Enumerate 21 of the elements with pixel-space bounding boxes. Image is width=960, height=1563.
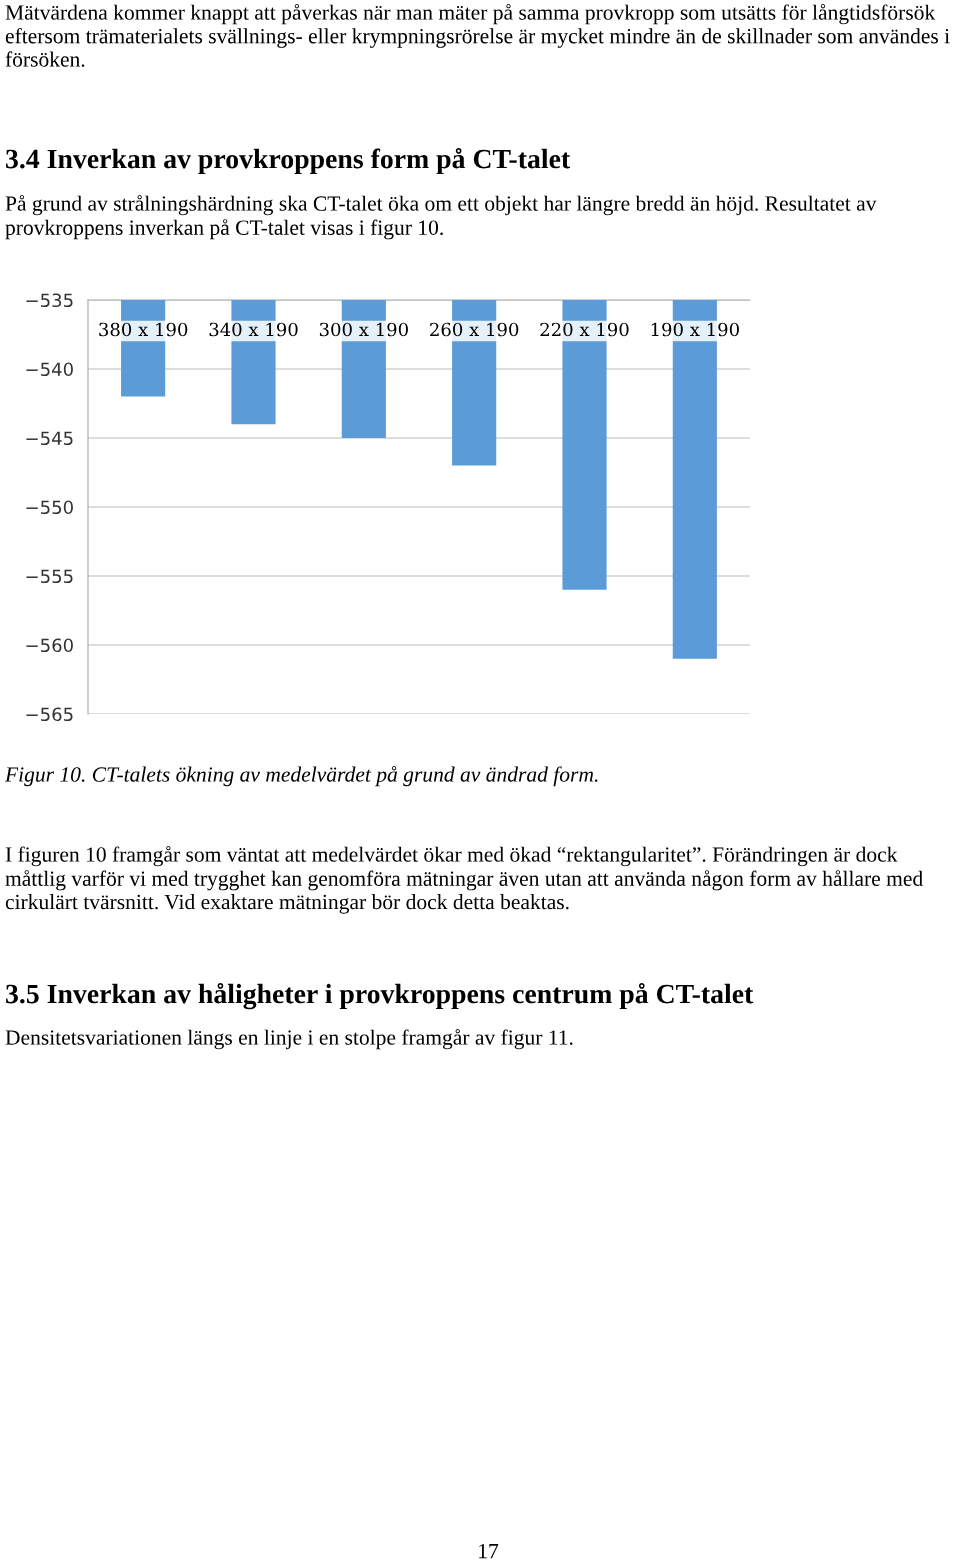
x-tick-label: 340 x 190 [209,322,298,337]
text: 17 [479,1543,499,1559]
y-tick-label: −550 [26,500,73,515]
y-tick-label: −540 [26,362,73,377]
y-tick-label: −535 [26,293,73,308]
text: Mätvärdena kommer knappt att påverkas när man mäter på samma provkropp som utsätts för långtidsförsök eftersom trämaterialets svällnings- eller krympningsrörelse är mycket mindre än de skillnader som användes i försöken. [5,4,950,67]
x-tick-label: 380 x 190 [99,322,188,337]
x-tick-label: 220 x 190 [540,322,629,337]
chart-subtitle: På grund av strålningshärdning ska CT-talet öka om ett objekt har längre bredd än höjd. Resultatet av provkroppens inverkan på CT-talet visas i figur 10. [5,195,877,240]
text: 3.5 Inverkan av håligheter i provkroppens centrum på CT-talet [6,983,754,1010]
x-tick-label: 260 x 190 [430,322,519,337]
y-tick-label: −545 [26,431,73,446]
y-tick-label: −560 [26,638,73,653]
y-tick-label: −555 [26,569,73,584]
chart-title: 3.4 Inverkan av provkroppens form på CT-talet [6,148,571,175]
text: I figuren 10 framgår som väntat att medelvärdet ökar med ökad “rektangularitet”. Förändringen är dock måttlig varför vi med trygghet kan genomföra mätningar även utan att använda någon form av hållare med cirkulärt tvärsnitt. Vid exaktare mätningar bör dock detta beaktas. [5,846,923,914]
text: Figur 10. CT-talets ökning av medelvärdet på grund av ändrad form. [4,766,598,787]
y-tick-label: −565 [26,707,73,722]
x-tick-label: 190 x 190 [651,322,739,337]
text: Densitetsvariationen längs en linje i en stolpe framgår av figur 11. [5,1029,573,1050]
x-tick-label: 300 x 190 [319,322,408,337]
